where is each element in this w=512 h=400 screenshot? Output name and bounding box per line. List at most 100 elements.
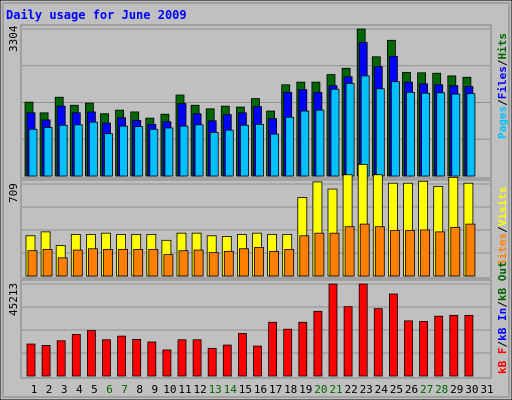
x-tick-label: 12 xyxy=(193,383,206,396)
kbytes-bar-kb-f-day-14 xyxy=(222,344,232,377)
hits-bar-pages-day-25 xyxy=(390,81,400,177)
visits-bar-sites-day-29 xyxy=(450,226,461,277)
kbytes-bar-kb-f-day-21 xyxy=(328,283,338,377)
x-tick-label: 23 xyxy=(360,383,373,396)
x-tick-label: 19 xyxy=(299,383,312,396)
visits-bar-sites-day-4 xyxy=(72,249,83,277)
legend-sites: Sites xyxy=(496,233,509,266)
visits-bar-sites-day-20 xyxy=(314,232,325,277)
kbytes-ymax-label: 45213 xyxy=(7,283,20,316)
x-tick-label: 6 xyxy=(106,383,113,396)
visits-bar-sites-day-17 xyxy=(269,250,280,277)
visits-bar-sites-day-21 xyxy=(329,232,340,277)
visits-bar-sites-day-27 xyxy=(420,229,431,277)
kbytes-bar-kb-f-day-12 xyxy=(192,339,202,377)
x-tick-label: 2 xyxy=(46,383,53,396)
kbytes-bar-kb-f-day-8 xyxy=(132,338,142,377)
visits-ymax-label: 709 xyxy=(7,183,20,203)
x-tick-label: 26 xyxy=(405,383,418,396)
hits-bars xyxy=(24,28,476,177)
visits-bar-sites-day-23 xyxy=(359,223,370,277)
hits-bar-pages-day-10 xyxy=(164,127,174,177)
kbytes-bar-kb-f-day-3 xyxy=(56,340,66,377)
kbytes-bar-kb-f-day-20 xyxy=(313,310,323,377)
visits-bar-sites-day-22 xyxy=(344,226,355,277)
hits-bar-pages-day-8 xyxy=(134,126,144,177)
kbytes-bar-kb-f-day-13 xyxy=(207,347,217,377)
hits-bar-pages-day-14 xyxy=(224,129,234,177)
x-tick-label: 20 xyxy=(314,383,327,396)
hits-bar-pages-day-29 xyxy=(451,93,461,177)
x-tick-label: 8 xyxy=(136,383,143,396)
hits-bar-pages-day-6 xyxy=(104,133,113,177)
legend-files: Files xyxy=(496,66,509,99)
hits-bar-pages-day-30 xyxy=(466,93,476,177)
visits-bar-sites-day-28 xyxy=(435,231,446,277)
hits-bar-pages-day-3 xyxy=(58,124,68,177)
hits-panel: 3304 Pages/Files/Hits xyxy=(7,24,509,179)
kbytes-bar-kb-f-day-18 xyxy=(283,328,293,377)
x-tick-label: 5 xyxy=(91,383,98,396)
visits-panel: 709 Sites/Visits xyxy=(7,164,509,279)
x-tick-label: 18 xyxy=(284,383,297,396)
hits-bar-pages-day-15 xyxy=(239,124,249,177)
x-tick-label: 31 xyxy=(480,383,493,396)
visits-bar-sites-day-16 xyxy=(254,247,264,277)
kbytes-bar-kb-f-day-1 xyxy=(26,343,36,377)
kbytes-panel: 45213 kB F/kB In/kB Out xyxy=(7,261,509,379)
hits-bar-pages-day-16 xyxy=(255,123,264,177)
x-axis-day-labels: 1 2 3 4 5 6 7 8 9 10 11 12 13 14 15 16 17 18 19 20 21 22 23 24 2… xyxy=(31,383,494,396)
hits-bar-pages-day-1 xyxy=(28,128,38,177)
visits-bar-sites-day-3 xyxy=(57,257,68,277)
x-tick-label: 27 xyxy=(420,383,433,396)
visits-bar-sites-day-2 xyxy=(42,248,53,277)
hits-ymax-label: 3304 xyxy=(7,25,20,52)
kbytes-bar-kb-f-day-30 xyxy=(464,314,474,377)
visits-bar-sites-day-15 xyxy=(238,248,249,277)
kbytes-bar-kb-f-day-9 xyxy=(147,341,157,377)
hits-bar-pages-day-13 xyxy=(209,131,219,177)
visits-bar-sites-day-5 xyxy=(88,248,98,277)
legend-kb-f: kB F xyxy=(496,348,509,375)
visits-bar-sites-day-19 xyxy=(299,235,310,277)
visits-bar-sites-day-14 xyxy=(223,250,234,277)
visits-bar-sites-day-1 xyxy=(27,250,38,277)
x-tick-label: 24 xyxy=(375,383,389,396)
kbytes-bar-kb-f-day-24 xyxy=(373,308,383,377)
x-tick-label: 10 xyxy=(163,383,176,396)
kbytes-bar-kb-f-day-27 xyxy=(419,321,429,377)
hits-bar-pages-day-4 xyxy=(73,124,83,177)
visits-bar-sites-day-8 xyxy=(133,248,144,277)
x-tick-label: 29 xyxy=(450,383,463,396)
legend-kb-in: kB In xyxy=(496,308,509,341)
visits-bar-sites-day-18 xyxy=(284,248,295,277)
x-tick-label: 21 xyxy=(329,383,342,396)
visits-bar-sites-day-13 xyxy=(208,252,219,277)
kbytes-bar-kb-f-day-22 xyxy=(343,306,353,377)
x-tick-label: 28 xyxy=(435,383,448,396)
x-tick-label: 3 xyxy=(61,383,68,396)
visits-bar-sites-day-7 xyxy=(118,248,128,277)
kbytes-bar-kb-f-day-19 xyxy=(298,321,308,377)
kbytes-bar-kb-f-day-15 xyxy=(237,333,247,377)
kbytes-bar-kb-f-day-29 xyxy=(449,314,459,377)
chart-title: Daily usage for June 2009 xyxy=(6,8,187,22)
x-tick-label: 11 xyxy=(178,383,191,396)
x-tick-label: 7 xyxy=(121,383,128,396)
visits-bar-sites-day-10 xyxy=(163,254,174,277)
legend-visits: Visits xyxy=(496,187,509,227)
visits-bar-sites-day-6 xyxy=(103,248,113,277)
legend-kb-out: kB Out xyxy=(496,261,509,301)
visits-bar-sites-day-11 xyxy=(178,250,189,277)
kbytes-side-legend: kB F/kB In/kB Out xyxy=(496,261,509,374)
kbytes-bar-kb-f-day-26 xyxy=(404,320,413,377)
kbytes-bar-kb-f-day-16 xyxy=(253,345,262,377)
x-tick-label: 22 xyxy=(344,383,357,396)
x-tick-label: 4 xyxy=(76,383,83,396)
hits-bar-pages-day-17 xyxy=(270,133,280,177)
x-tick-label: 13 xyxy=(209,383,222,396)
kbytes-bar-kb-f-day-28 xyxy=(434,315,444,377)
kbytes-bars xyxy=(26,283,474,377)
visits-bar-sites-day-26 xyxy=(405,230,415,277)
kbytes-bar-kb-f-day-2 xyxy=(41,345,51,377)
